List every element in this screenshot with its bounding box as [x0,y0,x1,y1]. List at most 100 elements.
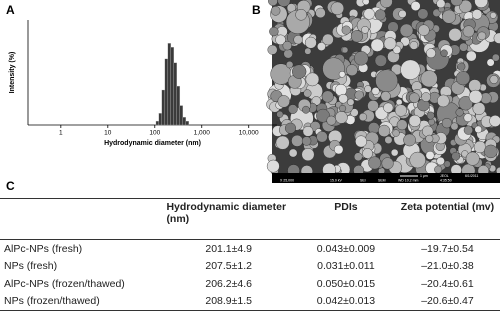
particle [291,134,304,147]
row-label: NPs (frozen/thawed) [0,292,161,311]
particle [455,108,464,117]
x-tick-label: 100 [149,130,160,137]
header-cell: Hydrodynamic diameter (nm) [160,198,297,240]
bar [155,120,159,126]
particle [384,136,393,144]
row-label: AlPc-NPs (fresh) [4,242,83,255]
particle [394,104,408,117]
particle [354,90,364,100]
particle [436,156,445,166]
particle [368,156,382,170]
particle [426,111,435,120]
sem-info-text: JEOL [440,174,449,178]
particle [361,26,369,34]
particle [286,60,294,69]
results-table: Hydrodynamic diameter (nm) PDIs Zeta poten… [0,198,500,311]
particle [339,104,347,112]
sem-info-text: SEM [378,178,386,182]
particle [315,7,326,19]
particle [316,131,328,143]
table-row: AlPc-NPs (frozen/thawed) 206.2±4.6 0.050±0… [0,275,500,293]
particle [316,108,330,123]
bar [167,43,172,126]
sem-info-text: WD 10.2 mm [398,178,419,182]
particle [450,122,459,131]
particle [472,102,486,115]
particle [267,44,278,55]
particle [463,113,473,123]
particle [374,9,386,21]
value-cell: 0.042±0.013 [296,292,395,311]
particle [304,36,317,49]
y-axis-label: Intensity (%) [9,52,16,94]
x-tick-label: 1 [59,130,63,137]
particle [354,51,369,66]
value-cell: –20.4±0.61 [421,277,474,290]
particle [459,0,473,13]
particle [473,140,487,154]
table-row: NPs (fresh) 207.5±1.2 0.031±0.011 –21.0±0.3… [0,258,500,276]
sem-info-bar [272,173,500,183]
particle [378,124,391,137]
particle [276,110,284,118]
particle [341,25,351,35]
particle [403,133,416,147]
particle [477,31,487,41]
particle [462,25,475,38]
particle [293,35,303,45]
bar [170,47,175,126]
value-cell: 206.2±4.6 [205,277,253,290]
particle [322,33,334,46]
particle [302,105,310,114]
particle [363,8,375,20]
particle [434,165,443,174]
bar [182,117,187,126]
particle [317,42,326,51]
value-cell: 0.050±0.015 [316,277,376,290]
sem-info-text: 4:35:50 [440,178,452,182]
value-cell: 0.043±0.009 [316,242,376,255]
particle [302,126,314,137]
particle [362,148,373,159]
particle [426,48,436,59]
value-cell: –19.7±0.54 [421,242,474,255]
particle [451,151,461,161]
particle [269,26,279,37]
particle [381,157,394,170]
value-cell: 0.031±0.011 [317,260,375,273]
particle [304,47,312,55]
particle [465,151,480,166]
particle [383,102,394,113]
particle [409,151,426,169]
particle [448,28,462,42]
particle [284,122,296,134]
particle [471,9,483,20]
sem-info-text: 6/1/2011 [465,174,478,178]
particle [409,41,419,50]
particle [275,135,290,150]
bar [158,113,162,126]
row-label: AlPc-NPs (frozen/thawed) [4,277,125,290]
sem-image: 1 μm JEOL 6/1/2011 X 25,000 15.0 kV SEI SEM WD … [266,0,500,183]
panel-label: C [6,179,15,193]
value-cell: –20.6±0.47 [394,292,500,311]
particle [392,129,400,137]
particle [370,38,384,52]
header-cell: PDIs [296,198,395,240]
particle [277,0,291,7]
x-tick-label: 10 [104,130,112,137]
particle [398,9,407,18]
particle [489,115,500,127]
particle [432,8,441,17]
particle [330,1,345,16]
panel-label: A [6,3,15,17]
sem-info-text: X 25,000 [280,178,294,182]
particle [489,12,497,19]
particle [301,148,315,161]
sem-info-text: 1 μm [420,174,428,178]
particle [375,69,398,93]
value-cell: 208.9±1.5 [160,292,297,311]
particle [395,98,403,106]
particle [465,50,477,62]
